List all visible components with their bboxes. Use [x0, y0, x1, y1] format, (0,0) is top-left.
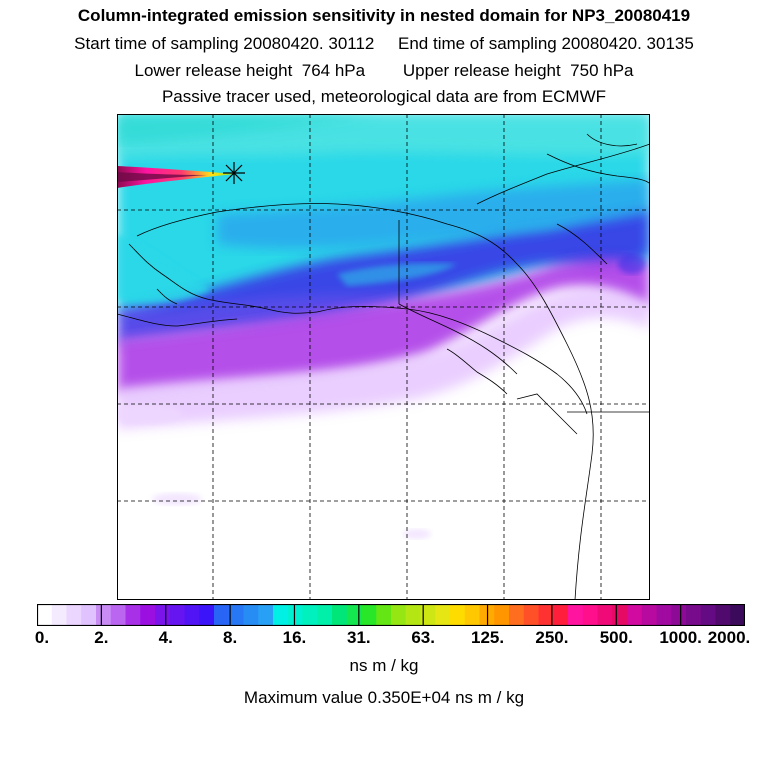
colorbar-swatch: [199, 604, 215, 626]
colorbar-swatch: [686, 604, 702, 626]
colorbar-swatch: [715, 604, 731, 626]
colorbar-swatch: [641, 604, 657, 626]
colorbar-swatch: [125, 604, 141, 626]
sensitivity-map: [117, 114, 650, 600]
colorbar-swatch: [627, 604, 643, 626]
release-location-star-icon: [223, 162, 245, 184]
colorbar-tick-label: 4.: [158, 628, 173, 647]
colorbar-unit-label: ns m / kg: [349, 656, 419, 675]
colorbar-swatch: [243, 604, 259, 626]
colorbar-swatch: [597, 604, 613, 626]
colorbar-swatch: [509, 604, 525, 626]
colorbar-swatch: [494, 604, 510, 626]
colorbar-swatch: [155, 604, 171, 626]
colorbar-swatch: [273, 604, 289, 626]
colorbar-swatch: [464, 604, 480, 626]
colorbar-swatch: [612, 604, 628, 626]
colorbar-swatch: [435, 604, 451, 626]
colorbar-tick-label: 2.: [94, 628, 109, 647]
colorbar-swatch: [228, 604, 244, 626]
colorbar-swatch: [332, 604, 348, 626]
colorbar-swatch: [317, 604, 333, 626]
colorbar-swatch: [671, 604, 687, 626]
colorbar-swatch: [66, 604, 82, 626]
colorbar-tick-label: 1000.: [659, 628, 702, 647]
colorbar-swatch: [523, 604, 539, 626]
colorbar-border: [37, 604, 745, 626]
colorbar-swatch: [37, 604, 53, 626]
colorbar-swatch: [110, 604, 126, 626]
colorbar-swatch: [376, 604, 392, 626]
colorbar: [37, 604, 745, 626]
sampling-time-line: Start time of sampling 20080420. 30112 E…: [74, 34, 694, 53]
colorbar-tick-label: 63.: [411, 628, 435, 647]
colorbar-tick-label: 2000.: [707, 628, 751, 647]
colorbar-tick-label: 125.: [470, 628, 505, 647]
release-plume: [117, 166, 235, 188]
colorbar-swatch: [169, 604, 185, 626]
colorbar-swatch: [51, 604, 67, 626]
colorbar-swatch: [405, 604, 421, 626]
tracer-info-line: Passive tracer used, meteorological data…: [161, 87, 607, 106]
release-height-line: Lower release height 764 hPa Upper relea…: [134, 61, 634, 80]
colorbar-tick-label: 8.: [222, 628, 238, 647]
graticule: [117, 114, 650, 600]
colorbar-swatch: [287, 604, 303, 626]
political-boundaries: [398, 220, 650, 413]
colorbar-swatch: [582, 604, 598, 626]
colorbar-swatch: [568, 604, 584, 626]
colorbar-swatch: [214, 604, 230, 626]
colorbar-swatch: [302, 604, 318, 626]
colorbar-swatch: [553, 604, 569, 626]
colorbar-swatch: [391, 604, 407, 626]
colorbar-swatch: [538, 604, 554, 626]
colorbar-swatch: [258, 604, 274, 626]
colorbar-tick-label: 31.: [346, 628, 371, 647]
maximum-value-label: Maximum value 0.350E+04 ns m / kg: [243, 688, 525, 707]
colorbar-swatch: [450, 604, 466, 626]
colorbar-swatch: [361, 604, 377, 626]
colorbar-swatch: [184, 604, 200, 626]
colorbar-swatch: [656, 604, 672, 626]
colorbar-swatch: [96, 604, 112, 626]
colorbar-swatch: [700, 604, 716, 626]
colorbar-swatch: [420, 604, 436, 626]
colorbar-tick-label: 0.: [34, 628, 50, 647]
colorbar-tick-label: 500.: [599, 628, 633, 647]
colorbar-tick-label: 16.: [282, 628, 307, 647]
colorbar-tick-label: 250.: [535, 628, 569, 647]
coastlines: [117, 133, 650, 600]
colorbar-swatch: [140, 604, 156, 626]
colorbar-swatch: [346, 604, 362, 626]
plot-title: Column-integrated emission sensitivity i…: [77, 6, 691, 25]
colorbar-swatch: [730, 604, 745, 626]
colorbar-swatch: [81, 604, 97, 626]
